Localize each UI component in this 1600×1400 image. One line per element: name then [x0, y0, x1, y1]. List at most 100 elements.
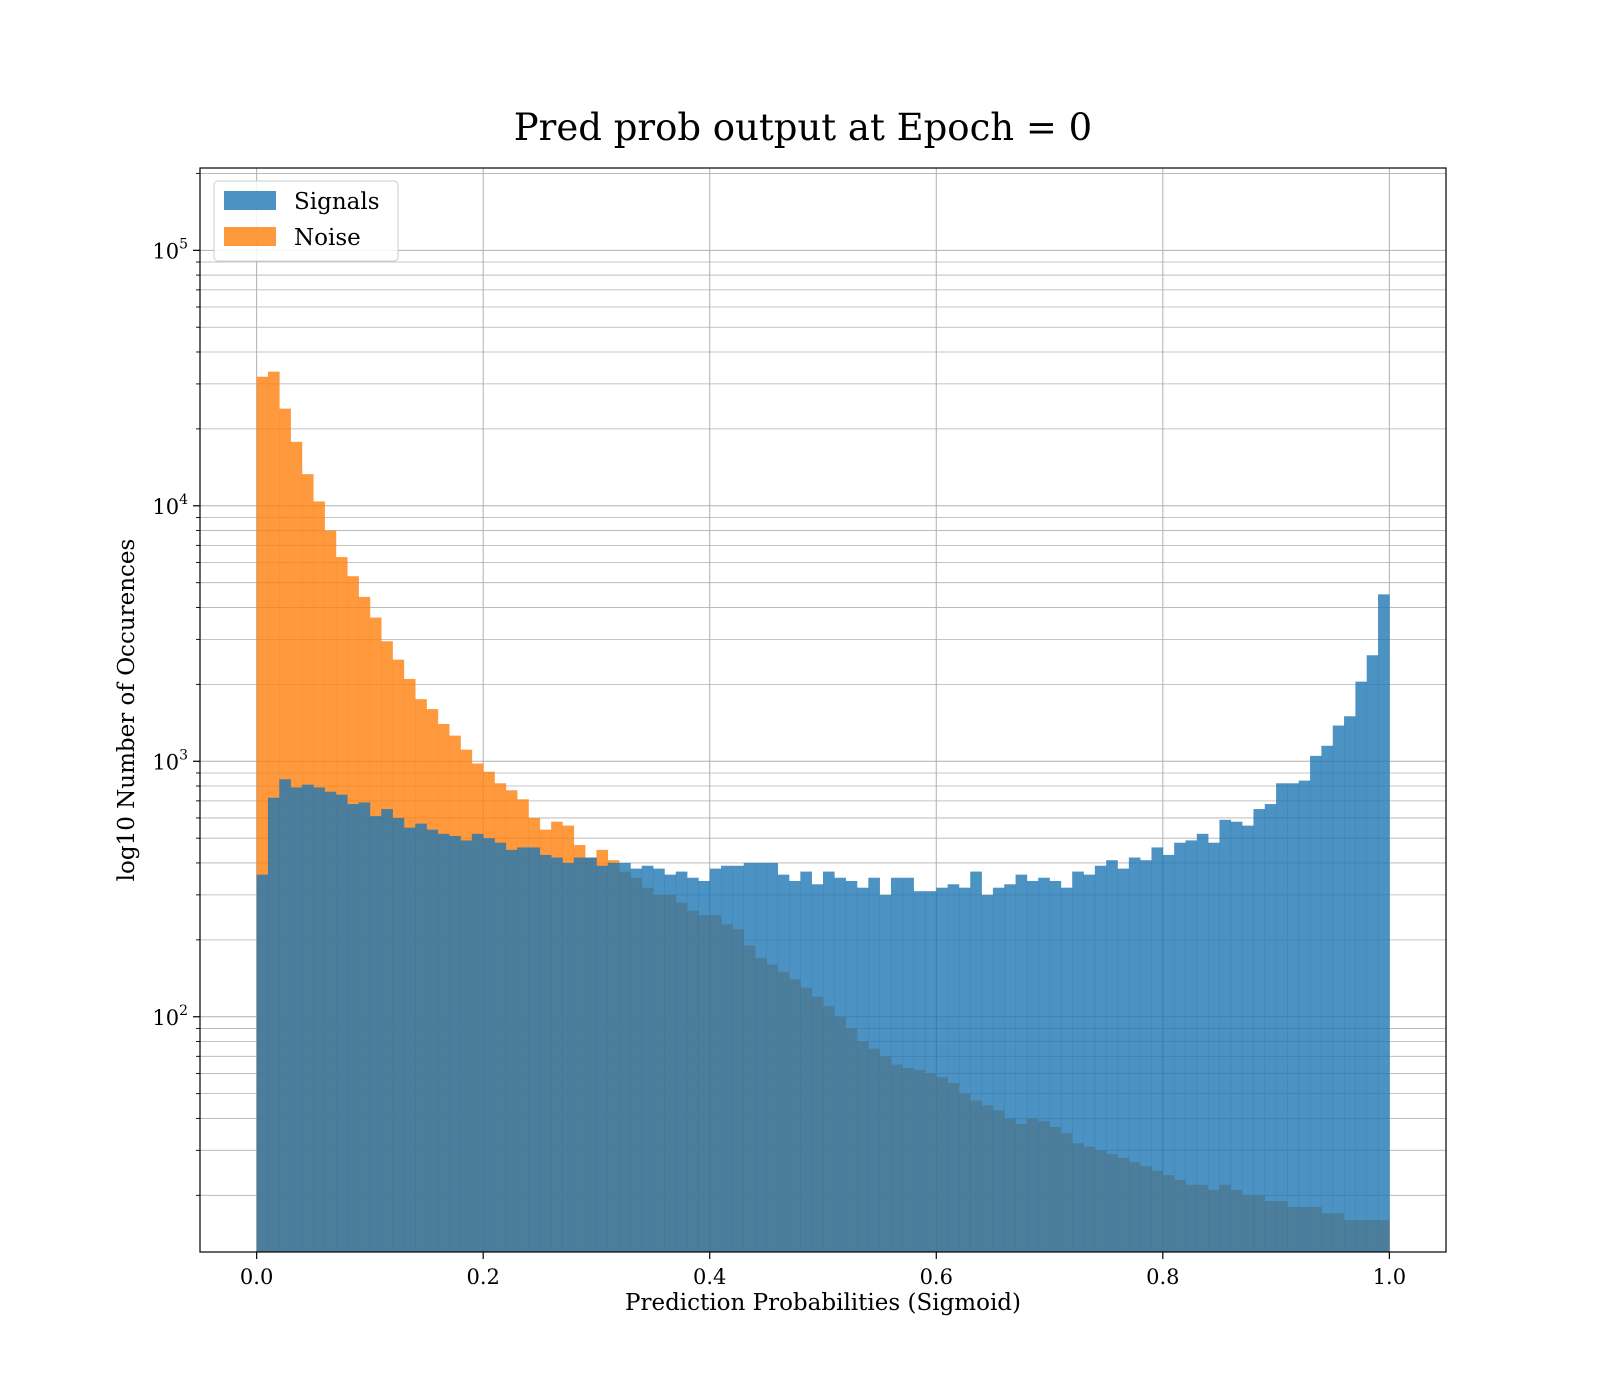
signals-bar: [1015, 874, 1028, 1252]
y-tick-label: 102: [152, 1003, 188, 1030]
signals-bar: [1208, 842, 1220, 1252]
signals-bar: [426, 829, 439, 1252]
signals-bar: [924, 891, 937, 1252]
signals-bar: [1162, 854, 1175, 1252]
signals-bar: [698, 880, 711, 1252]
x-tick-label: 0.6: [920, 1265, 953, 1289]
signals-bar: [1117, 868, 1130, 1252]
signals-bar: [381, 809, 393, 1252]
signals-bar: [992, 887, 1005, 1252]
signals-bar: [721, 865, 733, 1252]
signals-bar: [947, 884, 960, 1252]
signals-bar: [596, 865, 609, 1252]
signals-bar: [1230, 821, 1243, 1252]
signals-bar: [653, 868, 665, 1252]
signals-bar: [551, 857, 563, 1252]
y-axis: 102 103 104 105: [152, 172, 200, 1196]
signals-bar: [562, 862, 575, 1252]
signals-bar: [755, 862, 767, 1252]
signals-bar: [958, 887, 971, 1252]
legend-label-signals: Signals: [294, 189, 380, 215]
signals-bar: [347, 804, 359, 1252]
signals-bar: [1060, 887, 1073, 1252]
signals-bar: [1298, 780, 1311, 1252]
signals-bar: [902, 877, 914, 1252]
legend: Signals Noise: [213, 180, 399, 262]
signals-bar: [313, 787, 325, 1252]
signals-bar: [1140, 860, 1152, 1252]
signals-bar: [267, 797, 280, 1252]
signals-bar: [845, 880, 858, 1252]
signals-bar: [709, 868, 722, 1252]
x-tick-label: 0.2: [466, 1265, 499, 1289]
signal-bars: [256, 594, 1390, 1252]
signals-bar: [1264, 804, 1277, 1252]
signals-bar: [1242, 825, 1254, 1252]
signals-bar: [1004, 884, 1016, 1252]
signals-bar: [1219, 819, 1232, 1252]
signals-bar: [403, 827, 416, 1252]
signals-bar: [1128, 857, 1141, 1252]
signals-bar: [471, 833, 484, 1252]
signals-bar: [1310, 755, 1322, 1252]
signals-bar: [539, 854, 552, 1252]
signals-bar: [437, 833, 450, 1252]
plot-frame: [199, 167, 1447, 1253]
signals-bar: [1332, 725, 1345, 1252]
signals-bar: [641, 865, 654, 1252]
signals-bar: [290, 787, 303, 1252]
signals-bar: [449, 835, 461, 1252]
signals-bar: [1151, 847, 1164, 1252]
signals-bar: [1174, 842, 1186, 1252]
signals-bar: [970, 871, 982, 1252]
signals-bar: [335, 794, 348, 1252]
signals-bar: [834, 877, 846, 1252]
signals-bar: [415, 823, 427, 1252]
signals-bar: [1321, 745, 1334, 1252]
signals-bar: [1366, 655, 1379, 1252]
signals-bar: [732, 865, 745, 1252]
signals-bar: [1072, 871, 1084, 1252]
signals-bar: [856, 887, 869, 1252]
signals-bar: [1344, 716, 1356, 1252]
x-tick-label: 0.0: [240, 1265, 273, 1289]
signals-bar: [392, 817, 405, 1252]
signals-bar: [743, 862, 756, 1252]
noise-bar: [256, 376, 269, 1252]
signals-bar: [1094, 865, 1107, 1252]
signals-bar: [1276, 783, 1288, 1252]
signals-bar: [913, 891, 926, 1252]
signals-bar: [528, 847, 541, 1252]
signals-bar: [823, 871, 835, 1252]
signals-bar: [1355, 681, 1368, 1252]
signals-bar: [585, 857, 597, 1252]
signals-bar: [811, 884, 824, 1252]
signals-bar: [789, 880, 801, 1252]
signals-bar: [1185, 840, 1198, 1252]
x-axis: 0.0 0.2 0.4 0.6 0.8 1.0: [240, 1252, 1406, 1289]
signals-bar: [1038, 877, 1050, 1252]
signals-bar: [1049, 880, 1062, 1252]
signals-bar: [664, 874, 677, 1252]
signals-bar: [301, 784, 314, 1252]
signals-bar: [1026, 880, 1039, 1252]
x-axis-label: Prediction Probabilities (Sigmoid): [625, 1290, 1021, 1316]
signals-bar: [1287, 783, 1300, 1252]
legend-swatch-signals: [224, 191, 276, 210]
signals-bar: [279, 779, 291, 1252]
signals-bar: [1378, 594, 1390, 1252]
signals-bar: [324, 791, 337, 1252]
y-tick-label: 104: [152, 492, 188, 519]
y-axis-label: log10 Number of Occurences: [114, 539, 140, 882]
signals-bar: [1106, 860, 1118, 1252]
signals-bar: [936, 887, 948, 1252]
x-tick-label: 0.4: [693, 1265, 726, 1289]
signals-bar: [800, 871, 812, 1252]
signals-bar: [890, 877, 903, 1252]
legend-label-noise: Noise: [294, 225, 361, 251]
chart-title: Pred prob output at Epoch = 0: [514, 106, 1092, 149]
signals-bar: [505, 849, 518, 1252]
signals-bar: [1253, 809, 1266, 1252]
signals-bar: [675, 871, 688, 1252]
